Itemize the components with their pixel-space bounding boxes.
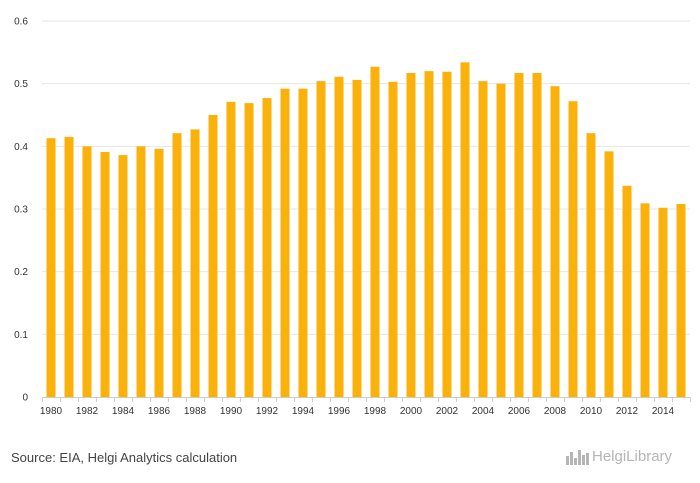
bar	[568, 101, 578, 398]
x-tick-label: 1984	[112, 406, 135, 417]
bar	[388, 81, 398, 397]
bar	[352, 79, 362, 397]
x-tick-label: 1994	[292, 406, 315, 417]
bar	[316, 81, 326, 397]
bar	[640, 203, 650, 397]
y-tick-label: 0.6	[14, 17, 28, 28]
bar	[154, 148, 164, 397]
bar	[46, 138, 56, 398]
x-tick-label: 2012	[616, 406, 639, 417]
bar	[280, 88, 290, 398]
x-tick-label: 1988	[184, 406, 207, 417]
helgi-library-logo: HelgiLibrary	[566, 448, 672, 465]
source-note: Source: EIA, Helgi Analytics calculation	[11, 450, 238, 465]
bar	[190, 129, 200, 397]
x-tick-label: 1990	[220, 406, 243, 417]
x-tick-label: 2010	[580, 406, 603, 417]
bar	[658, 207, 668, 397]
x-tick-label: 2006	[508, 406, 531, 417]
bar	[136, 146, 146, 397]
x-tick-label: 1982	[76, 406, 99, 417]
y-tick-label: 0.2	[14, 267, 28, 278]
bar	[442, 71, 452, 397]
bar	[406, 73, 416, 397]
x-axis-ticks: 1980 1982 1984 1986 1988 1990 1992 1994 1996 1998…	[40, 406, 675, 417]
x-tick-label: 1998	[364, 406, 387, 417]
bar	[370, 66, 380, 397]
bar	[82, 146, 92, 397]
logo-text: HelgiLibrary	[592, 448, 673, 465]
bar	[478, 81, 488, 397]
bar	[676, 203, 686, 397]
bar	[550, 86, 560, 397]
bar	[262, 98, 272, 397]
bar	[64, 136, 74, 397]
gridlines	[42, 20, 690, 335]
x-tick-label: 2000	[400, 406, 423, 417]
x-tick-label: 1992	[256, 406, 279, 417]
bar	[496, 83, 506, 398]
bar	[514, 73, 524, 397]
bar	[208, 115, 218, 397]
bar	[586, 133, 596, 397]
bar	[424, 71, 434, 397]
x-tick-label: 2002	[436, 406, 459, 417]
x-tick-label: 1986	[148, 406, 171, 417]
bar	[100, 151, 110, 397]
bar	[532, 73, 542, 397]
y-tick-label: 0	[22, 393, 28, 404]
x-tick-label: 2008	[544, 406, 567, 417]
bar	[226, 101, 236, 397]
y-tick-label: 0.5	[14, 79, 28, 90]
bar	[460, 62, 470, 398]
bar	[298, 88, 308, 398]
bars	[46, 62, 686, 398]
bar	[244, 103, 254, 398]
bar	[622, 185, 632, 397]
y-axis-ticks: 0 0.1 0.2 0.3 0.4 0.5 0.6	[14, 17, 28, 404]
x-tick-label: 1996	[328, 406, 351, 417]
x-axis	[42, 397, 691, 402]
y-tick-label: 0.1	[14, 330, 28, 341]
bar	[604, 151, 614, 397]
bar-chart: 0 0.1 0.2 0.3 0.4 0.5 0.6 1980 1982 1984 1986 1988…	[14, 17, 691, 417]
x-tick-label: 2004	[472, 406, 495, 417]
helgi-library-logo-icon	[566, 449, 589, 465]
y-tick-label: 0.3	[14, 205, 28, 216]
bar	[172, 133, 182, 397]
x-tick-label: 2014	[652, 406, 675, 417]
y-tick-label: 0.4	[14, 142, 28, 153]
bar	[118, 155, 128, 397]
x-tick-label: 1980	[40, 406, 63, 417]
bar	[334, 76, 344, 398]
